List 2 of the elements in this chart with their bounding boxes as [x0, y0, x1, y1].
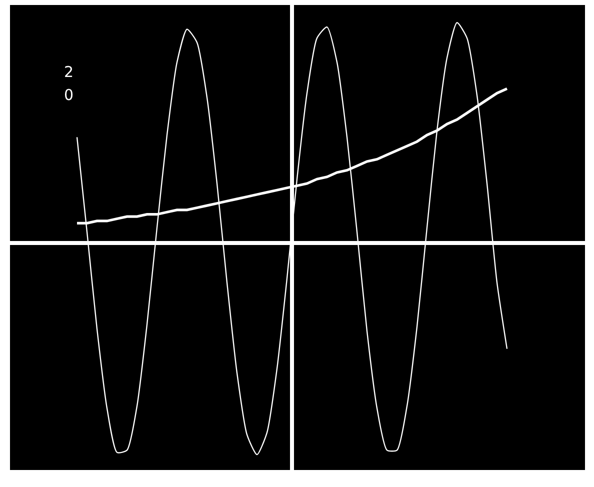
annotation: 0 [64, 86, 74, 104]
annotation: 2 [64, 63, 74, 81]
